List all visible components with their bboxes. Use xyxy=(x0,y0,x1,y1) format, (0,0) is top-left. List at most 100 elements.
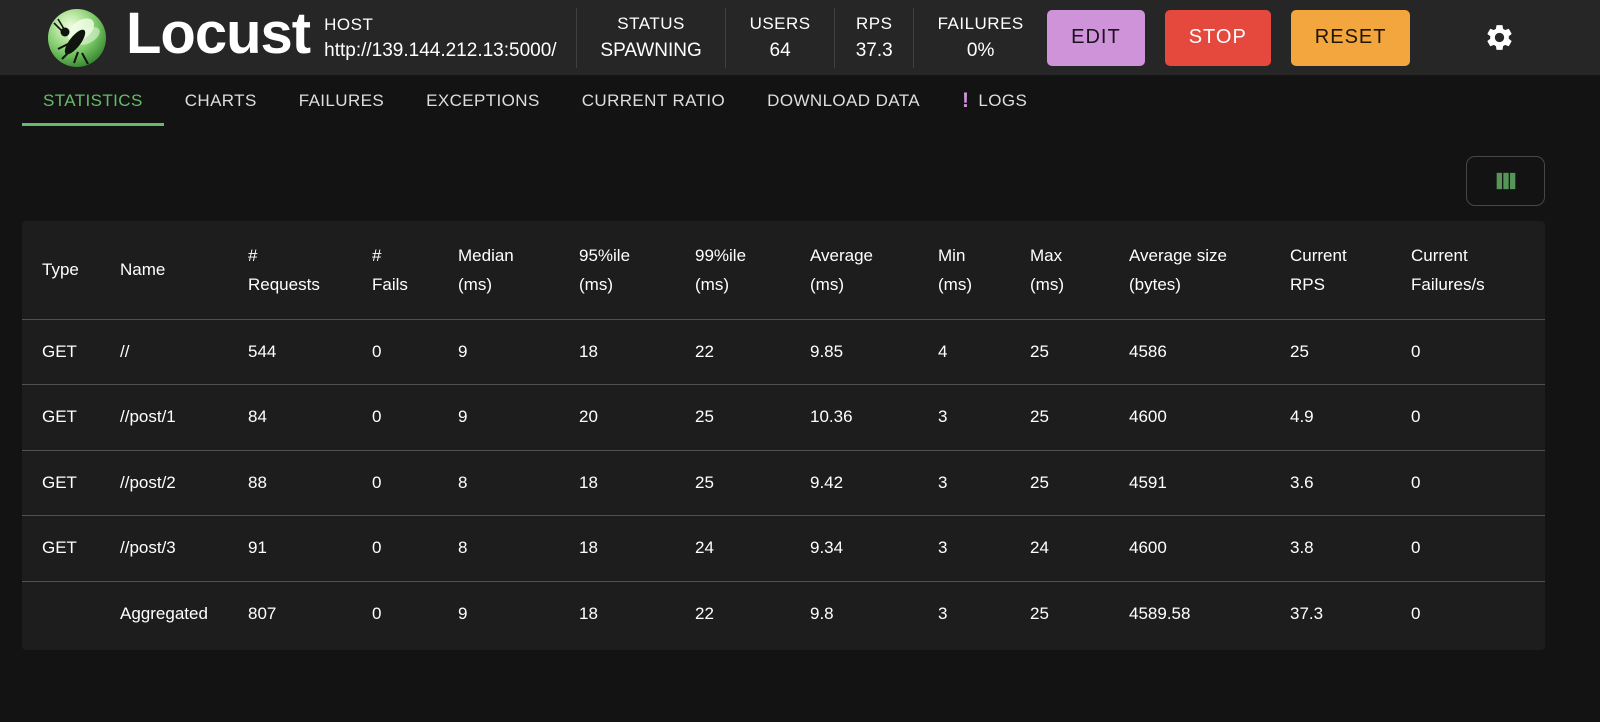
stats-table-body: GET//544 0 9 18 22 9.85 4 25 4586 25 0 GET//post/1 8… xyxy=(22,319,1545,647)
column-header-fails[interactable]: # Fails xyxy=(372,245,408,294)
divider xyxy=(725,7,726,68)
cell-min: 3 xyxy=(938,538,948,558)
cell-max: 25 xyxy=(1030,604,1049,623)
cell-average-size: 4600 xyxy=(1129,538,1167,558)
cell-name: Aggregated xyxy=(120,604,208,623)
column-header-median[interactable]: Median (ms) xyxy=(458,245,514,294)
cell-average: 9.34 xyxy=(810,538,844,558)
cell-fails: 0 xyxy=(372,472,382,492)
cell-average: 9.8 xyxy=(810,604,834,623)
column-header-average[interactable]: Average (ms) xyxy=(810,245,874,294)
stop-button[interactable]: STOP xyxy=(1164,9,1271,66)
tab-exceptions[interactable]: EXCEPTIONS xyxy=(405,75,561,126)
tab-download-data[interactable]: DOWNLOAD DATA xyxy=(746,75,941,126)
failures-percent: 0% xyxy=(966,39,995,61)
tab-label: CHARTS xyxy=(184,90,257,110)
cell-p99: 22 xyxy=(695,341,714,361)
cell-fails: 0 xyxy=(372,604,382,623)
host-value: http://139.144.212.13:5000/ xyxy=(324,40,557,61)
tab-current-ratio[interactable]: CURRENT RATIO xyxy=(561,75,746,126)
column-header-requests[interactable]: # Requests xyxy=(248,245,320,294)
table-row-1: GET //post/1 84 0 9 20 25 10.36 3 25 4600 4.9 0 xyxy=(22,385,1545,450)
tab-label: STATISTICS xyxy=(43,90,143,110)
column-header-max[interactable]: Max (ms) xyxy=(1030,245,1064,294)
table-row-2: GET //post/2 88 0 8 18 25 9.42 3 25 4591 3.6 0 xyxy=(22,450,1545,516)
tab-failures[interactable]: FAILURES xyxy=(278,75,405,126)
cell-median: 8 xyxy=(458,538,468,558)
column-header-p95[interactable]: 95%ile (ms) xyxy=(579,245,631,294)
divider xyxy=(913,7,915,68)
failures-label: FAILURES xyxy=(937,13,1024,33)
users-label: USERS xyxy=(749,13,811,33)
cell-requests: 807 xyxy=(248,604,277,623)
tab-statistics[interactable]: STATISTICS xyxy=(22,75,164,126)
cell-p95: 18 xyxy=(579,538,598,558)
column-header-average-size[interactable]: Average size (bytes) xyxy=(1129,245,1227,294)
cell-current-rps: 25 xyxy=(1290,341,1309,361)
column-header-current-failures[interactable]: Current Failures/s xyxy=(1411,245,1485,294)
cell-max: 25 xyxy=(1030,341,1049,361)
cell-type: GET xyxy=(42,472,77,492)
cell-current-rps: 3.6 xyxy=(1290,472,1314,492)
cell-min: 3 xyxy=(938,407,948,427)
cell-type xyxy=(22,581,100,647)
cell-p99: 25 xyxy=(695,407,714,427)
cell-p95: 18 xyxy=(579,472,598,492)
active-tab-indicator xyxy=(22,123,164,126)
tab-charts[interactable]: CHARTS xyxy=(164,75,278,126)
rps-block: RPS 37.3 xyxy=(835,14,913,62)
column-header-current-rps[interactable]: Current RPS xyxy=(1290,245,1347,294)
cell-average: 9.85 xyxy=(810,341,844,361)
cell-type: GET xyxy=(42,341,77,361)
cell-current-rps: 3.8 xyxy=(1290,538,1314,558)
cell-requests: 544 xyxy=(248,341,277,361)
table-toolbar xyxy=(0,156,1545,206)
gear-icon xyxy=(1487,25,1512,50)
app-bar: Locust HOST http://139.144.212.13:5000/ … xyxy=(0,0,1600,75)
app-title: Locust xyxy=(126,1,311,66)
cell-name: //post/1 xyxy=(120,407,176,427)
cell-p95: 20 xyxy=(579,407,598,427)
cell-fails: 0 xyxy=(372,341,382,361)
cell-average-size: 4591 xyxy=(1129,472,1167,492)
cell-p99: 24 xyxy=(695,538,714,558)
settings-button[interactable] xyxy=(1482,21,1516,55)
column-header-type[interactable]: Type xyxy=(42,260,79,280)
column-selector-button[interactable] xyxy=(1466,156,1545,206)
cell-requests: 88 xyxy=(248,472,267,492)
cell-current-rps: 37.3 xyxy=(1290,604,1324,623)
cell-average-size: 4600 xyxy=(1129,407,1167,427)
divider xyxy=(576,7,578,68)
cell-current-failures: 0 xyxy=(1411,341,1421,361)
cell-current-failures: 0 xyxy=(1411,538,1421,558)
tab-label: CURRENT RATIO xyxy=(581,90,726,110)
tab-logs[interactable]: ! LOGS xyxy=(941,75,1048,126)
locust-logo-link[interactable] xyxy=(48,8,106,67)
tab-label: FAILURES xyxy=(298,90,385,110)
cell-name: //post/2 xyxy=(120,472,176,492)
cell-current-failures: 0 xyxy=(1411,604,1421,623)
cell-min: 4 xyxy=(938,341,948,361)
failures-block: FAILURES 0% xyxy=(914,14,1047,62)
cell-p95: 18 xyxy=(579,604,598,623)
cell-median: 8 xyxy=(458,472,468,492)
tab-bar: STATISTICS CHARTS FAILURES EXCEPTIONS CU… xyxy=(0,75,1600,126)
view-columns-icon xyxy=(1496,172,1515,190)
users-block: USERS 64 xyxy=(726,14,834,62)
cell-type: GET xyxy=(42,538,77,558)
column-header-p99[interactable]: 99%ile (ms) xyxy=(695,245,747,294)
table-row-4: Aggregated 807 0 9 18 22 9.8 3 25 4589.58 37.3 0 xyxy=(22,581,1545,647)
stats-table-header-row: Type Name # Requests # Fails Median (ms) 95%ile(… xyxy=(22,221,1545,319)
locust-logo-icon xyxy=(53,17,100,64)
stats-table: Type Name # Requests # Fails Median (ms) 95%ile(… xyxy=(22,221,1545,647)
column-header-min[interactable]: Min (ms) xyxy=(938,245,972,294)
table-row-0: GET // 544 0 9 18 22 9.85 4 25 4586 25 0 xyxy=(22,319,1545,385)
cell-median: 9 xyxy=(458,407,468,427)
edit-button[interactable]: EDIT xyxy=(1047,9,1145,66)
column-header-name[interactable]: Name xyxy=(120,260,166,280)
cell-current-failures: 0 xyxy=(1411,407,1421,427)
reset-button[interactable]: RESET xyxy=(1290,9,1411,66)
logs-alert-icon: ! xyxy=(962,89,970,112)
divider xyxy=(834,7,836,68)
tab-label: DOWNLOAD DATA xyxy=(767,90,920,110)
